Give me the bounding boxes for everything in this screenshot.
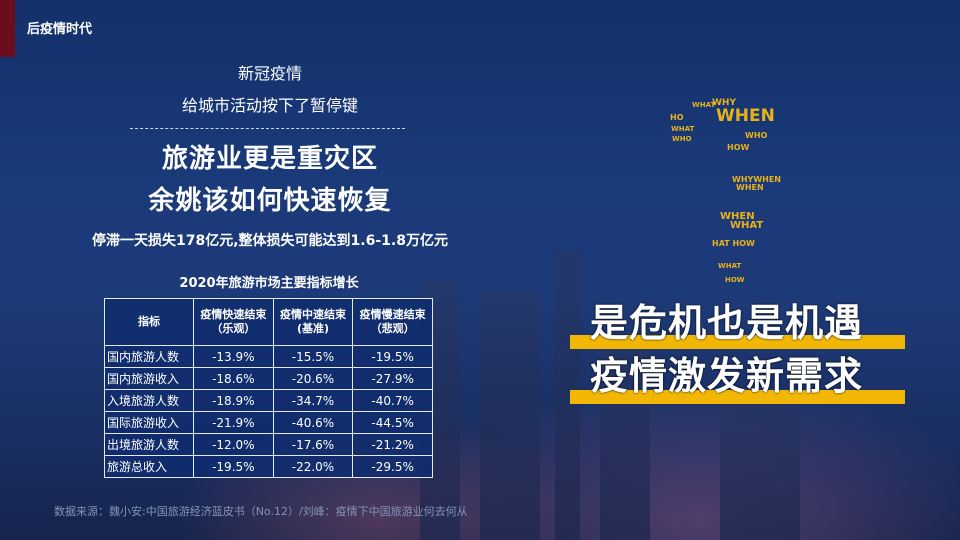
source-note: 数据来源：魏小安:中国旅游经济蓝皮书（No.12）/刘峰：疫情下中国旅游业何去何… — [54, 505, 468, 518]
table-row: 入境旅游人数 -18.9% -34.7% -40.7% — [104, 389, 433, 412]
word-cloud-word: HAT HOW — [712, 239, 755, 248]
growth-value: -22.0% — [272, 455, 354, 478]
indicator-name: 国内旅游人数 — [104, 345, 194, 368]
indicator-name: 出境旅游人数 — [104, 433, 194, 456]
growth-value: -19.5% — [193, 455, 274, 478]
word-cloud-word: WHO — [672, 135, 692, 143]
table-header-cell: 疫情中速结束 (基准) — [272, 298, 354, 346]
growth-value: -29.5% — [352, 455, 433, 478]
intro-line-1: 新冠疫情 — [237, 64, 302, 83]
intro-line-2: 给城市活动按下了暂停键 — [181, 96, 358, 115]
table-header-row: 指标 疫情快速结束 （乐观） 疫情中速结束 (基准) 疫情慢速结束 （悲观） — [104, 298, 433, 346]
growth-value: -19.5% — [352, 345, 433, 368]
headline-line-1: 旅游业更是重灾区 — [161, 144, 378, 174]
growth-value: -34.7% — [272, 389, 354, 412]
slogan-line-2: 疫情激发新需求 — [590, 354, 864, 398]
growth-value: -20.6% — [272, 367, 354, 390]
table-row: 旅游总收入 -19.5% -22.0% -29.5% — [104, 455, 433, 478]
growth-value: -27.9% — [352, 367, 433, 390]
table-title: 2020年旅游市场主要指标增长 — [179, 276, 359, 291]
word-cloud-word: HOW — [725, 276, 745, 284]
growth-value: -13.9% — [193, 345, 274, 368]
table-row: 国内旅游收入 -18.6% -20.6% -27.9% — [104, 367, 433, 390]
table-header-cell: 疫情慢速结束 （悲观） — [352, 298, 433, 346]
table-header-cell: 疫情快速结束 （乐观） — [193, 298, 274, 346]
indicator-name: 入境旅游人数 — [104, 389, 194, 412]
indicator-table: 指标 疫情快速结束 （乐观） 疫情中速结束 (基准) 疫情慢速结束 （悲观） 国内旅游… — [104, 298, 433, 478]
word-cloud-word: WHEN — [716, 106, 775, 126]
section-title: 后疫情时代 — [27, 22, 93, 37]
loss-note: 停滞一天损失178亿元,整体损失可能达到1.6-1.8万亿元 — [92, 233, 448, 249]
word-cloud-word: HO — [670, 113, 684, 122]
headline-line-2: 余姚该如何快速恢复 — [148, 186, 392, 216]
slogan-line-1: 是危机也是机遇 — [590, 301, 864, 345]
word-cloud-word: WHYWHEN — [732, 175, 781, 184]
growth-value: -44.5% — [352, 411, 433, 434]
table-row: 国际旅游收入 -21.9% -40.6% -44.5% — [104, 411, 433, 434]
accent-bar — [0, 0, 15, 57]
word-cloud-word: WHY — [712, 98, 736, 108]
building — [600, 340, 650, 540]
growth-value: -40.6% — [272, 411, 354, 434]
growth-value: -18.6% — [193, 367, 274, 390]
growth-value: -40.7% — [352, 389, 433, 412]
highlight-bar — [570, 390, 905, 404]
word-cloud-word: WHAT — [730, 220, 764, 231]
growth-value: -12.0% — [193, 433, 274, 456]
word-cloud-word: WHAT — [718, 262, 742, 270]
divider — [130, 128, 405, 129]
table-row: 国内旅游人数 -13.9% -15.5% -19.5% — [104, 345, 433, 368]
indicator-name: 国内旅游收入 — [104, 367, 194, 390]
indicator-name: 旅游总收入 — [104, 455, 194, 478]
word-cloud-word: WHAT — [692, 101, 716, 109]
table-row: 出境旅游人数 -12.0% -17.6% -21.2% — [104, 433, 433, 456]
growth-value: -15.5% — [272, 345, 354, 368]
word-cloud-word: WHEN — [736, 183, 764, 192]
building — [480, 290, 540, 540]
highlight-bar — [570, 335, 905, 349]
word-cloud-word: WHEN — [720, 211, 755, 222]
indicator-name: 国际旅游收入 — [104, 411, 194, 434]
growth-value: -17.6% — [272, 433, 354, 456]
word-cloud-word: WHAT — [671, 125, 695, 133]
building — [720, 390, 800, 540]
table-header-cell: 指标 — [104, 298, 194, 346]
word-cloud-word: WHO — [745, 131, 768, 140]
growth-value: -21.2% — [352, 433, 433, 456]
growth-value: -18.9% — [193, 389, 274, 412]
question-mark-word-cloud: WHAT WHY WHEN HO WHAT WHO WHO HOW WHEN WHYWHEN WHE… — [670, 80, 810, 290]
word-cloud-word: HOW — [727, 143, 750, 152]
growth-value: -21.9% — [193, 411, 274, 434]
